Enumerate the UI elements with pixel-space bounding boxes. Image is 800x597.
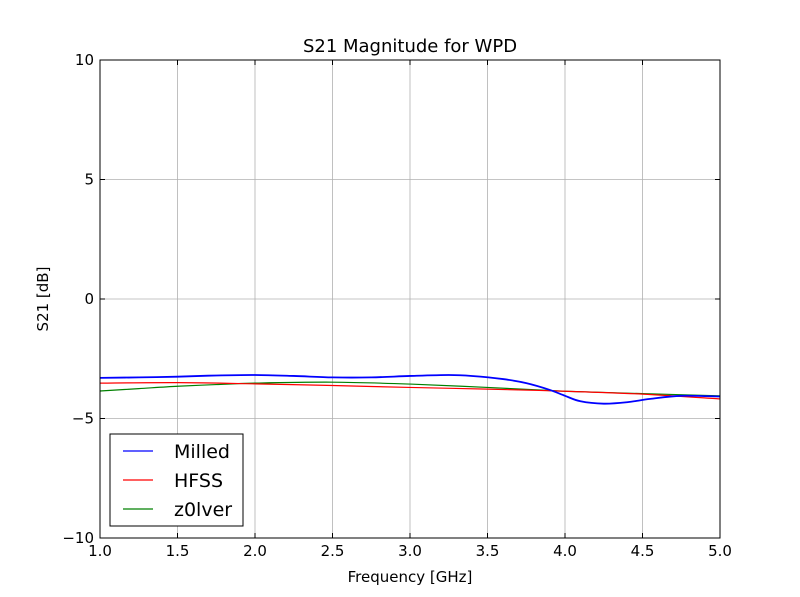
grid (99, 59, 721, 539)
axis-ticks (99, 59, 721, 539)
y-axis-label: S21 [dB] (34, 267, 52, 332)
x-tick-label: 2.0 (243, 542, 267, 560)
tick-labels: 1.0 1.5 2.0 2.5 3.0 3.5 4.0 4.5 5.0 −10 −5 0 5 10 (62, 51, 732, 560)
series-line-milled (99, 374, 721, 405)
y-tick-label: −5 (72, 410, 94, 428)
x-tick-label: 2.5 (321, 542, 345, 560)
x-tick-label: 3.5 (476, 542, 500, 560)
y-tick-label: 5 (84, 171, 94, 189)
y-tick-label: 0 (84, 290, 94, 308)
series-lines (99, 374, 721, 405)
legend-label-z0lver: z0lver (174, 499, 232, 521)
x-tick-label: 4.0 (553, 542, 577, 560)
legend-label-hfss: HFSS (174, 470, 223, 492)
x-tick-label: 1.0 (88, 542, 112, 560)
legend-label-milled: Milled (174, 441, 230, 463)
series-line-hfss (99, 382, 721, 400)
y-tick-label: −10 (62, 529, 94, 547)
y-tick-label: 10 (75, 51, 94, 69)
x-axis-label: Frequency [GHz] (348, 568, 473, 586)
x-tick-label: 1.5 (166, 542, 190, 560)
x-tick-label: 5.0 (708, 542, 732, 560)
x-tick-label: 4.5 (631, 542, 655, 560)
chart-title: S21 Magnitude for WPD (303, 36, 517, 57)
x-tick-label: 3.0 (398, 542, 422, 560)
legend: Milled HFSS z0lver (109, 433, 244, 527)
